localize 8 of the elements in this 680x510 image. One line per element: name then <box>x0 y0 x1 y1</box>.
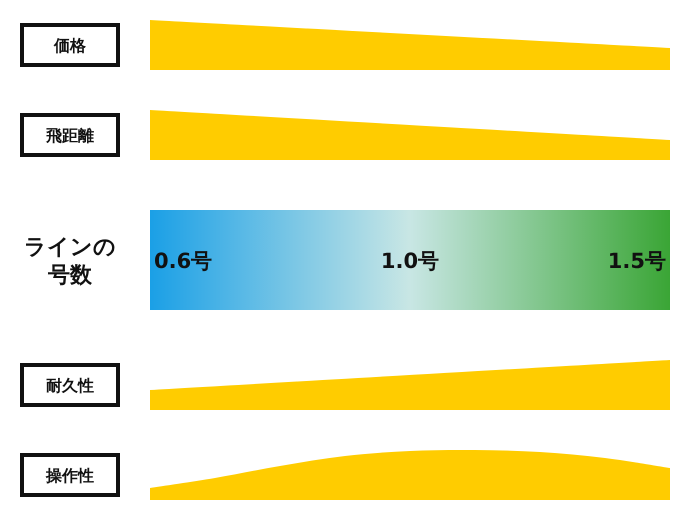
text: 飛距離 <box>45 126 94 145</box>
text: 1.5号 <box>608 249 666 273</box>
text: 操作性 <box>45 466 94 485</box>
text: 0.6号 <box>154 249 212 273</box>
text: 価格 <box>53 36 87 55</box>
text: 1.0号 <box>380 249 440 273</box>
text: 耐久性 <box>46 376 94 395</box>
text: ラインの号数 <box>24 235 116 288</box>
